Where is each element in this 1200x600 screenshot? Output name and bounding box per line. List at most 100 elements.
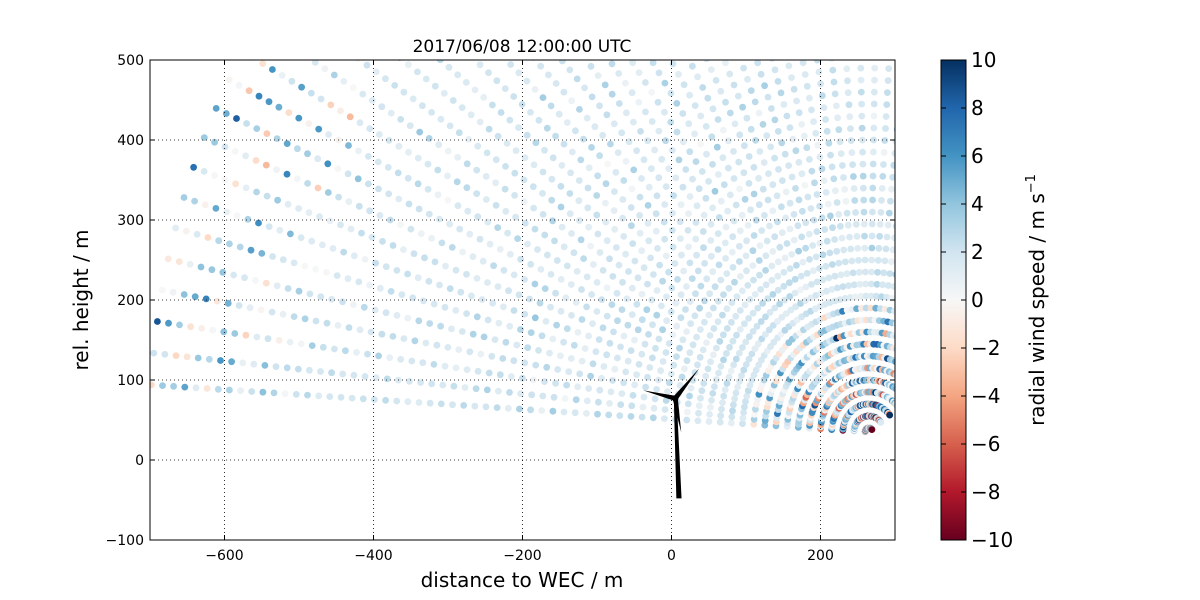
scan-point	[417, 379, 424, 386]
scan-point	[736, 242, 743, 250]
scan-point	[668, 146, 676, 154]
scan-point	[778, 313, 786, 321]
scan-point	[414, 180, 422, 188]
scan-point	[792, 147, 800, 155]
scan-point	[927, 71, 934, 78]
scan-point	[583, 114, 591, 122]
scan-point	[623, 295, 631, 303]
scan-point	[774, 317, 781, 325]
scan-point	[659, 277, 666, 285]
scan-point	[567, 281, 575, 288]
scan-point	[1118, 119, 1125, 126]
scan-point	[259, 60, 267, 67]
scan-point	[816, 153, 824, 161]
scan-point	[790, 85, 798, 93]
scan-point	[640, 393, 648, 401]
scan-point	[695, 185, 703, 193]
scan-point	[786, 265, 794, 272]
scan-point	[560, 88, 568, 96]
scan-point	[918, 378, 925, 385]
scan-point	[847, 245, 855, 253]
scan-point	[780, 268, 788, 276]
scan-point	[894, 116, 895, 119]
scan-point	[211, 172, 219, 179]
scan-point	[892, 138, 895, 145]
scan-point	[517, 326, 524, 333]
scan-point	[786, 199, 794, 207]
scan-point	[244, 215, 252, 223]
scan-point	[915, 344, 922, 351]
scan-point	[756, 242, 764, 250]
scan-point	[931, 170, 938, 177]
scan-point	[1135, 170, 1142, 177]
scan-point	[264, 335, 272, 343]
scan-point	[371, 306, 379, 314]
colorbar-tick-label: −2	[971, 336, 1000, 360]
scan-point	[620, 177, 628, 184]
scan-point	[355, 202, 363, 210]
scan-point	[745, 315, 752, 322]
scan-point	[750, 232, 758, 239]
scan-point	[202, 295, 210, 303]
scan-point	[638, 290, 646, 298]
scan-point	[794, 222, 802, 230]
scan-point	[758, 227, 766, 235]
scan-point	[559, 60, 566, 65]
scan-point	[703, 339, 710, 346]
scan-point	[920, 380, 927, 387]
scan-point	[649, 60, 657, 67]
scan-point	[661, 108, 668, 116]
scan-point	[731, 278, 738, 286]
scan-point	[635, 98, 643, 106]
scan-point	[759, 185, 767, 193]
scan-point	[193, 230, 201, 238]
scan-point	[798, 121, 806, 128]
scan-point	[878, 185, 886, 192]
scan-point	[374, 158, 382, 166]
scan-point	[331, 345, 338, 353]
scan-point	[715, 214, 723, 221]
scan-point	[762, 330, 769, 338]
scan-point	[677, 291, 685, 299]
scan-point	[606, 339, 614, 347]
scan-point	[550, 393, 558, 401]
scan-point	[568, 230, 575, 237]
scan-point	[696, 353, 704, 361]
scan-point	[999, 278, 1006, 285]
scan-point	[575, 177, 583, 184]
scan-point	[226, 240, 233, 248]
scan-point	[262, 279, 270, 287]
scan-point	[1161, 95, 1168, 102]
scan-point	[596, 249, 604, 256]
scan-point	[756, 271, 763, 279]
scan-point	[653, 287, 661, 294]
scan-point	[730, 81, 738, 89]
scan-point	[628, 185, 636, 193]
scan-point	[883, 233, 891, 241]
scan-point	[553, 257, 561, 264]
scan-point	[1002, 109, 1009, 116]
scan-point	[927, 353, 934, 360]
scan-point	[728, 413, 736, 421]
scan-point	[835, 126, 843, 134]
scan-point	[1170, 55, 1177, 62]
scan-point	[857, 53, 864, 60]
scan-point	[482, 173, 490, 180]
scan-point	[333, 272, 341, 279]
scan-point	[870, 148, 877, 156]
scan-point	[606, 400, 613, 407]
scan-point	[472, 385, 480, 393]
scan-point	[312, 265, 320, 273]
scan-point	[684, 227, 692, 234]
scan-point	[687, 384, 695, 392]
scan-point	[1181, 100, 1188, 107]
scan-point	[818, 92, 826, 100]
scan-point	[625, 268, 632, 275]
scan-point	[792, 303, 799, 311]
scan-point	[622, 368, 630, 376]
scan-point	[1122, 139, 1129, 146]
scan-point	[792, 185, 799, 192]
scan-point	[516, 405, 523, 413]
scan-point	[679, 183, 687, 191]
scan-point	[730, 175, 738, 182]
